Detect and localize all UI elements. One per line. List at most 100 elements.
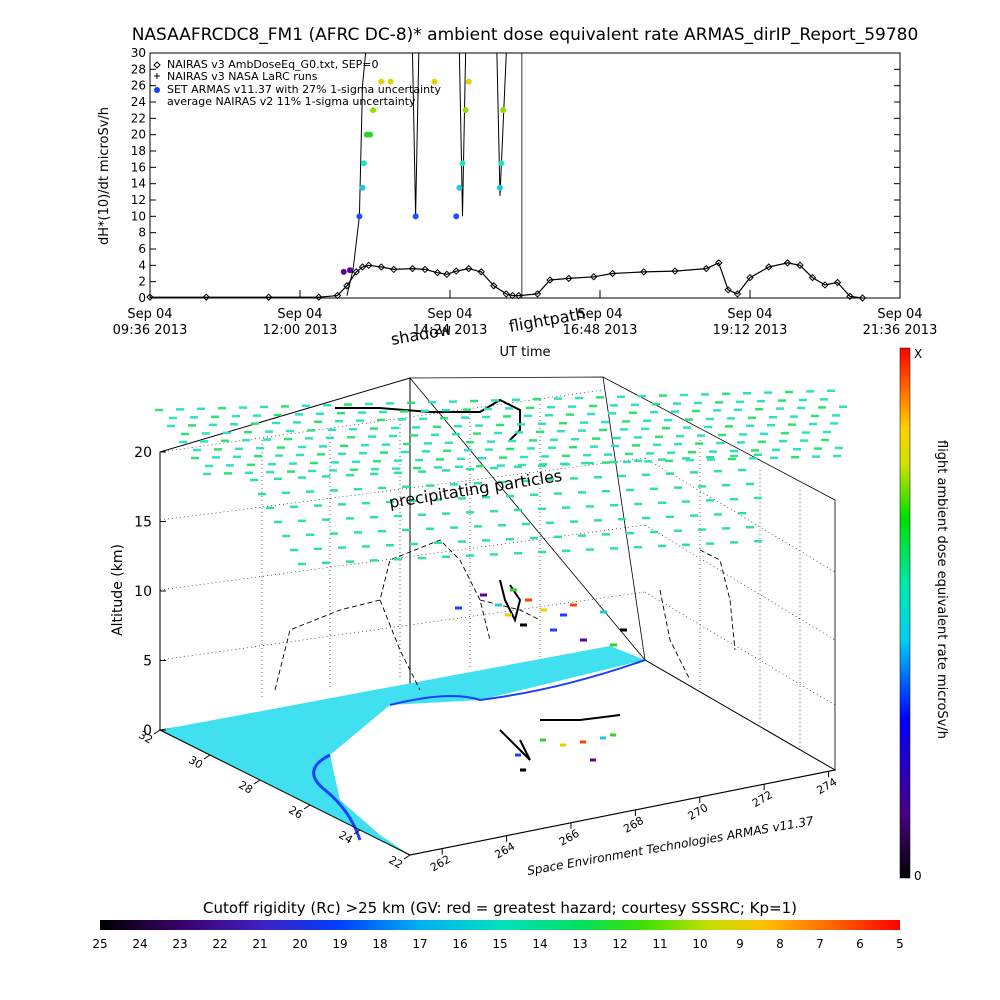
altitude-axis-label: Altitude (km) bbox=[110, 544, 126, 636]
colorbar-gradient bbox=[899, 347, 911, 879]
nairas-diamond bbox=[365, 261, 373, 270]
nairas-diamond bbox=[502, 290, 510, 298]
altitude-tick-label: 5 bbox=[143, 654, 152, 670]
flightpath-track bbox=[335, 398, 621, 761]
rigidity-tick-label: 11 bbox=[652, 937, 667, 951]
armas-point bbox=[498, 160, 505, 167]
x-tick-label-date: Sep 04 bbox=[427, 307, 472, 322]
precipitating-particles-layer bbox=[155, 389, 847, 566]
nairas-diamond bbox=[343, 282, 351, 290]
x-tick-label-time: 21:36 2013 bbox=[863, 323, 938, 338]
rigidity-tick-label: 13 bbox=[572, 937, 587, 951]
y-tick-label: 12 bbox=[131, 193, 146, 207]
nairas-diamond bbox=[546, 276, 554, 284]
y-tick-label: 4 bbox=[138, 258, 146, 272]
nairas-diamond bbox=[833, 278, 842, 287]
longitude-tick-label: 272 bbox=[750, 788, 775, 810]
rigidity-tick-label: 24 bbox=[132, 937, 147, 951]
flight-3d-view: flightpath shadow precipitating particle… bbox=[110, 304, 847, 878]
y-tick-label: 10 bbox=[131, 209, 146, 223]
x-tick-label-date: Sep 04 bbox=[727, 307, 772, 322]
x-tick-label-date: Sep 04 bbox=[127, 307, 172, 322]
y-tick-label: 20 bbox=[131, 128, 146, 142]
latitude-tick bbox=[253, 779, 261, 785]
x-axis-label: UT time bbox=[500, 345, 551, 360]
nairas-diamond bbox=[433, 268, 442, 277]
nairas-diamond bbox=[590, 273, 598, 281]
rigidity-ticks: 25 24 23 22 21 20 19 18 17 16 15 14 13 12 11 10 9 8 7 6 5 bbox=[92, 937, 903, 951]
latitude-tick bbox=[303, 804, 311, 810]
nairas-diamond bbox=[715, 259, 723, 267]
armas-point bbox=[500, 107, 507, 114]
armas-point bbox=[367, 131, 373, 138]
y-tick-label: 6 bbox=[138, 242, 146, 256]
latitude-ticks: 22 24 26 28 30 32 bbox=[136, 728, 411, 872]
rigidity-tick-label: 6 bbox=[856, 937, 864, 951]
y-tick-label: 16 bbox=[131, 160, 146, 174]
y-tick-label: 0 bbox=[138, 291, 146, 305]
colorbar-top-label: X bbox=[914, 347, 922, 361]
altitude-tick-label: 20 bbox=[134, 445, 152, 461]
rigidity-tick-label: 7 bbox=[816, 937, 824, 951]
longitude-tick-label: 262 bbox=[428, 853, 453, 875]
y-tick-label: 14 bbox=[131, 177, 146, 191]
altitude-tick-label: 0 bbox=[143, 723, 152, 739]
state-boundaries bbox=[274, 539, 736, 691]
armas-points bbox=[340, 78, 507, 275]
x-tick-label-date: Sep 04 bbox=[877, 307, 922, 322]
rigidity-tick-label: 18 bbox=[372, 937, 387, 951]
nairas-diamond bbox=[515, 291, 523, 300]
rigidity-tick-label: 16 bbox=[452, 937, 467, 951]
nairas-diamond bbox=[671, 267, 679, 275]
armas-point bbox=[359, 184, 366, 191]
nairas-diamond bbox=[315, 293, 323, 301]
rigidity-label: Cutoff rigidity (Rc) >25 km (GV: red = g… bbox=[203, 899, 797, 917]
legend-label-larc: NAIRAS v3 NASA LaRC runs bbox=[167, 70, 318, 83]
latitude-tick bbox=[353, 829, 361, 835]
nairas-diamond bbox=[796, 261, 804, 270]
armas-point bbox=[497, 184, 503, 191]
altitude-ticks: 0 5 10 15 20 bbox=[134, 445, 166, 739]
legend-marker-armas bbox=[154, 87, 160, 93]
nairas-diamond bbox=[202, 293, 210, 301]
armas-point bbox=[356, 213, 363, 220]
x-tick-label-time: 12:00 2013 bbox=[263, 323, 338, 338]
altitude-tick-label: 10 bbox=[134, 584, 152, 600]
coastline-north bbox=[389, 659, 646, 706]
nairas-diamond bbox=[265, 293, 273, 301]
armas-point bbox=[370, 107, 377, 114]
y-tick-label: 2 bbox=[138, 275, 146, 289]
latitude-tick bbox=[203, 754, 211, 760]
rigidity-tick-label: 22 bbox=[212, 937, 227, 951]
series-lines bbox=[146, 52, 867, 302]
nairas-diamond bbox=[808, 273, 817, 282]
figure-title: NASAAFRCDC8_FM1 (AFRC DC-8)* ambient dos… bbox=[132, 25, 919, 45]
armas-point bbox=[340, 268, 347, 275]
armas-point bbox=[465, 78, 472, 85]
legend-marker-diamond bbox=[153, 61, 161, 69]
armas-point bbox=[347, 267, 353, 274]
armas-point bbox=[387, 78, 394, 85]
x-tick-label-date: Sep 04 bbox=[277, 307, 322, 322]
latitude-tick-label: 26 bbox=[286, 803, 305, 821]
legend-label-armas: SET ARMAS v11.37 with 27% 1-sigma uncert… bbox=[167, 83, 441, 96]
rigidity-tick-label: 20 bbox=[292, 937, 307, 951]
nairas-diamond bbox=[377, 263, 385, 271]
annotation-shadow: shadow bbox=[389, 320, 453, 349]
rigidity-tick-label: 17 bbox=[412, 937, 427, 951]
colorbar-label: flight ambient dose equivalent rate micr… bbox=[934, 440, 949, 739]
nairas-diamond bbox=[452, 267, 460, 275]
nairas-diamond bbox=[746, 273, 754, 282]
armas-point bbox=[431, 78, 438, 85]
longitude-tick-label: 274 bbox=[814, 775, 839, 797]
y-tick-label: 30 bbox=[131, 46, 146, 60]
nairas-diamond bbox=[765, 263, 773, 271]
y-tick-label: 26 bbox=[131, 79, 146, 93]
nairas-diamond bbox=[821, 281, 829, 289]
rigidity-tick-label: 23 bbox=[172, 937, 187, 951]
nairas-diamond bbox=[408, 264, 417, 273]
armas-point bbox=[462, 107, 469, 114]
x-tick-label-time: 09:36 2013 bbox=[113, 323, 188, 338]
nairas-diamond bbox=[477, 268, 485, 276]
